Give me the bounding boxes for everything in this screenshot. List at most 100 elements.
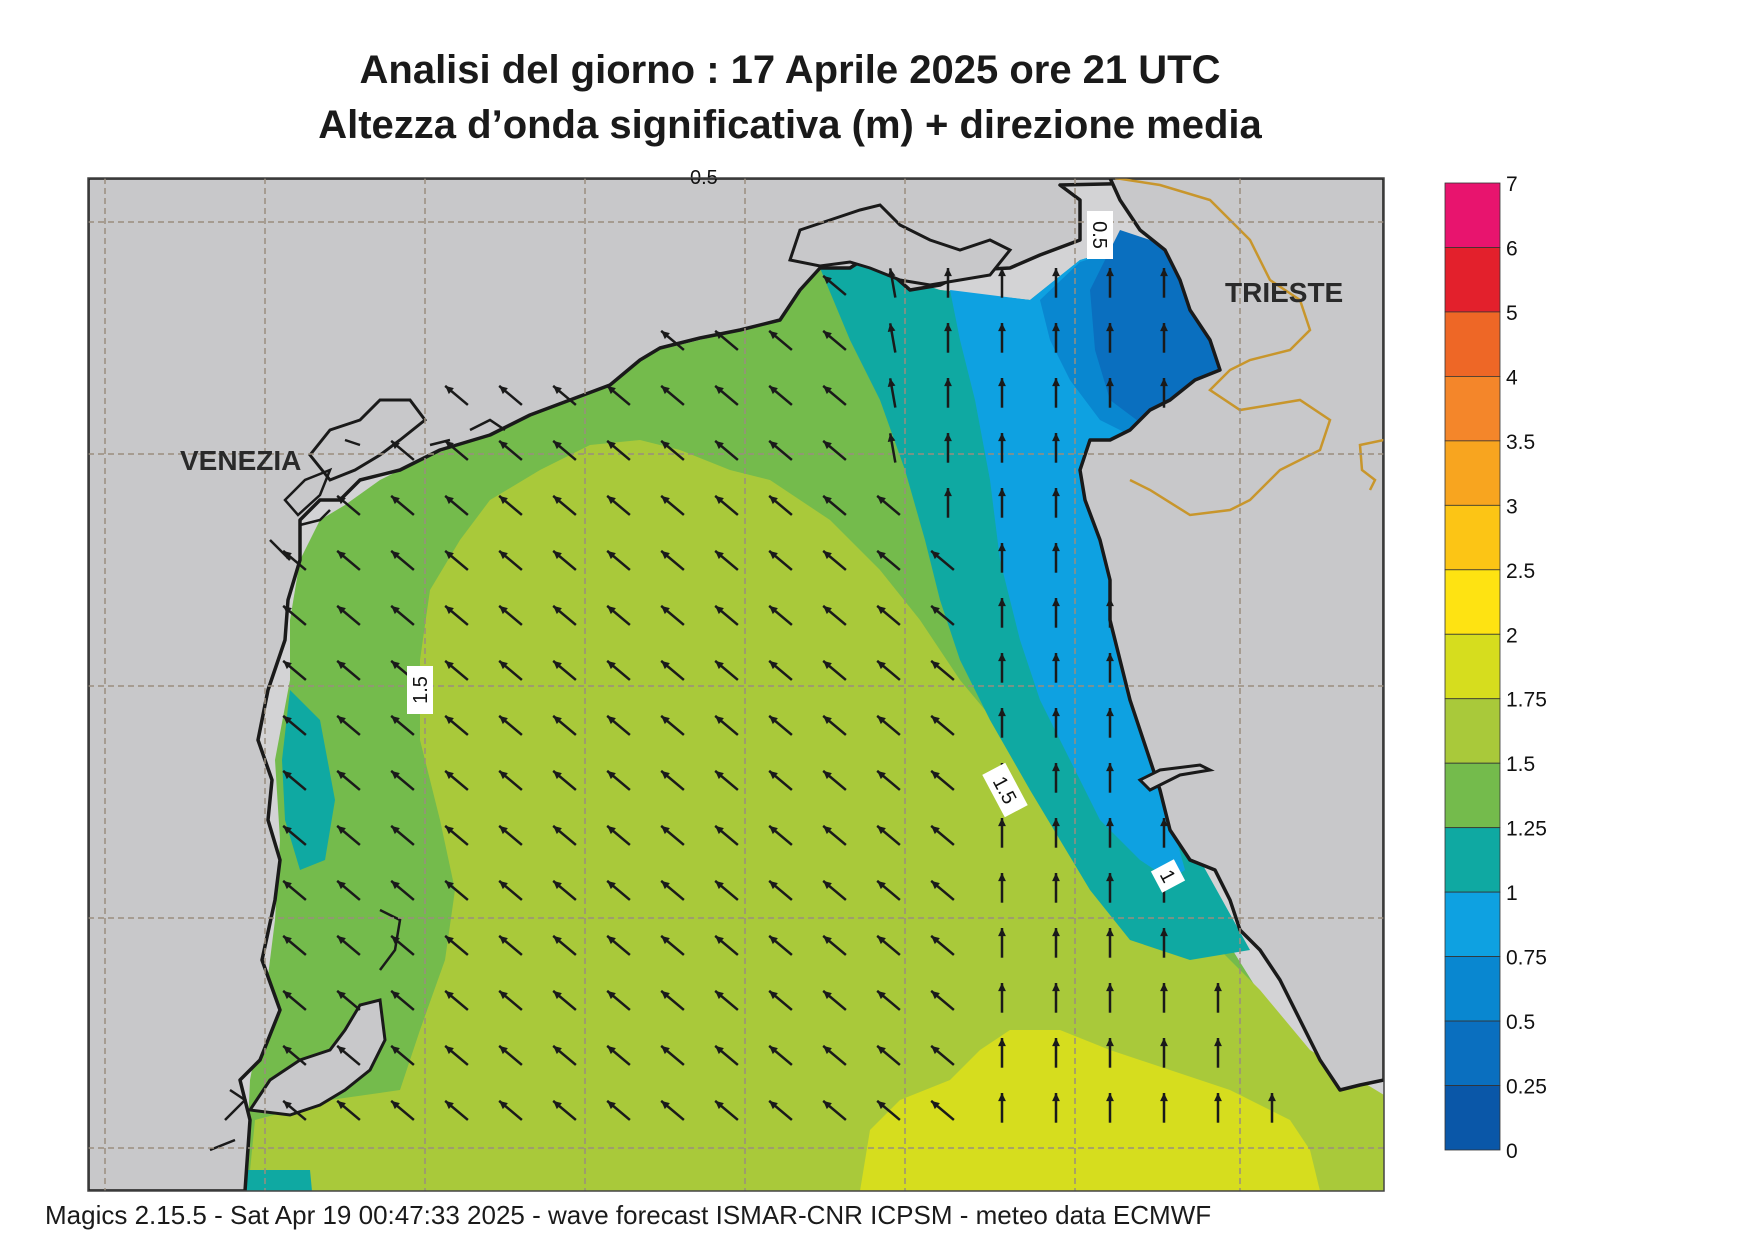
wave-arrow-head bbox=[1052, 708, 1060, 717]
wave-arrow-head bbox=[998, 653, 1006, 662]
graticule bbox=[88, 178, 1384, 1191]
wave-arrow-head bbox=[823, 385, 832, 395]
wave-arrow-head bbox=[607, 660, 616, 670]
wave-arrow-head bbox=[823, 935, 832, 945]
colorbar-swatch bbox=[1444, 762, 1501, 829]
wave-arrow-head bbox=[931, 935, 940, 945]
wave-arrow-head bbox=[769, 330, 778, 340]
colorbar-swatch bbox=[1444, 1085, 1501, 1151]
wave-arrow-head bbox=[553, 605, 562, 615]
wave-arrow-head bbox=[283, 550, 292, 560]
wave-arrow-head bbox=[715, 495, 724, 505]
wave-arrow-head bbox=[931, 880, 940, 890]
wave-arrow-head bbox=[823, 770, 832, 780]
wave-arrow-head bbox=[944, 378, 952, 387]
colorbar-swatch bbox=[1444, 891, 1501, 958]
wave-arrow-head bbox=[337, 550, 346, 560]
wave-arrow-head bbox=[553, 935, 562, 945]
wave-arrow-head bbox=[391, 605, 400, 615]
wave-arrow-head bbox=[445, 715, 454, 725]
wave-arrow-head bbox=[769, 550, 778, 560]
wave-arrow-head bbox=[283, 1045, 292, 1055]
svg-text:1.5: 1.5 bbox=[410, 676, 432, 704]
wave-arrow-head bbox=[998, 928, 1006, 937]
wave-arrow-head bbox=[1106, 323, 1114, 332]
colorbar-tick-label: 1.75 bbox=[1506, 689, 1547, 712]
wave-arrow-head bbox=[661, 880, 670, 890]
wave-arrow-head bbox=[877, 1045, 886, 1055]
wave-arrow-head bbox=[1052, 1038, 1060, 1047]
wave-arrow-head bbox=[553, 385, 562, 395]
wave-arrow-head bbox=[769, 715, 778, 725]
wave-arrow-head bbox=[337, 605, 346, 615]
contour-label-4: 0.5 bbox=[1087, 211, 1113, 259]
wave-arrow-head bbox=[715, 990, 724, 1000]
wave-arrow-head bbox=[1160, 268, 1168, 277]
city-label-venezia: VENEZIA bbox=[180, 445, 301, 476]
wave-arrow-head bbox=[877, 770, 886, 780]
wave-arrow-head bbox=[877, 1100, 886, 1110]
wave-arrow-head bbox=[1106, 983, 1114, 992]
wave-arrow-head bbox=[1160, 818, 1168, 827]
wave-arrow-head bbox=[998, 873, 1006, 882]
wave-arrow-head bbox=[1052, 323, 1060, 332]
wave-arrow-head bbox=[391, 715, 400, 725]
wave-arrow-head bbox=[553, 440, 562, 450]
sea-band-1-1.25-west bbox=[282, 690, 335, 870]
wave-arrow-head bbox=[823, 330, 832, 340]
wave-arrow-head bbox=[553, 660, 562, 670]
wave-arrow-head bbox=[877, 550, 886, 560]
wave-arrow-head bbox=[1052, 928, 1060, 937]
wave-arrow-head bbox=[499, 1045, 508, 1055]
wave-arrow-head bbox=[1052, 543, 1060, 552]
wave-arrow-head bbox=[944, 488, 952, 497]
wave-arrow-head bbox=[283, 605, 292, 615]
wave-arrow-head bbox=[931, 990, 940, 1000]
wave-arrow-head bbox=[283, 990, 292, 1000]
wave-arrow-head bbox=[769, 495, 778, 505]
city-label-trieste: TRIESTE bbox=[1225, 277, 1343, 308]
wave-arrow-head bbox=[715, 385, 724, 395]
wave-arrow-head bbox=[1052, 488, 1060, 497]
wave-arrow-head bbox=[661, 550, 670, 560]
colorbar-tick-label: 5 bbox=[1506, 302, 1518, 325]
wave-arrow-head bbox=[1214, 983, 1222, 992]
wave-arrow-head bbox=[769, 935, 778, 945]
wave-arrow-head bbox=[661, 440, 670, 450]
map-title: Analisi del giorno : 17 Aprile 2025 ore … bbox=[359, 48, 1221, 92]
wave-arrow-head bbox=[1052, 653, 1060, 662]
wave-arrow-head bbox=[998, 488, 1006, 497]
wave-arrow-head bbox=[715, 550, 724, 560]
wave-arrow-head bbox=[1052, 1093, 1060, 1102]
istria-spur bbox=[1137, 763, 1215, 792]
wave-arrow-head bbox=[823, 440, 832, 450]
wave-arrow-head bbox=[998, 598, 1006, 607]
wave-arrow-head bbox=[661, 605, 670, 615]
wave-arrow-head bbox=[607, 495, 616, 505]
map-subtitle: Altezza d’onda significativa (m) + direz… bbox=[318, 103, 1262, 147]
wave-arrow-head bbox=[445, 605, 454, 615]
wave-arrow-head bbox=[1052, 433, 1060, 442]
wave-arrow-head bbox=[607, 1045, 616, 1055]
wave-arrow-head bbox=[337, 660, 346, 670]
wave-arrow-head bbox=[661, 330, 670, 340]
wave-arrow-head bbox=[607, 935, 616, 945]
wave-arrow-head bbox=[391, 1045, 400, 1055]
wave-arrow-head bbox=[823, 495, 832, 505]
wave-arrow-head bbox=[391, 880, 400, 890]
wave-arrow-head bbox=[1052, 873, 1060, 882]
wave-arrow-head bbox=[391, 440, 400, 450]
wave-arrow-head bbox=[1052, 268, 1060, 277]
wave-arrow-head bbox=[445, 825, 454, 835]
wave-arrow-head bbox=[499, 660, 508, 670]
wave-arrow-head bbox=[661, 715, 670, 725]
wave-arrow-head bbox=[944, 433, 952, 442]
wave-arrow-head bbox=[1106, 653, 1114, 662]
wave-arrow-head bbox=[607, 550, 616, 560]
wave-arrow-head bbox=[877, 495, 886, 505]
wave-arrow-head bbox=[499, 1100, 508, 1110]
wave-arrow-head bbox=[769, 660, 778, 670]
wave-arrow-head bbox=[877, 935, 886, 945]
wave-arrow-head bbox=[445, 1045, 454, 1055]
wave-arrow-head bbox=[391, 495, 400, 505]
